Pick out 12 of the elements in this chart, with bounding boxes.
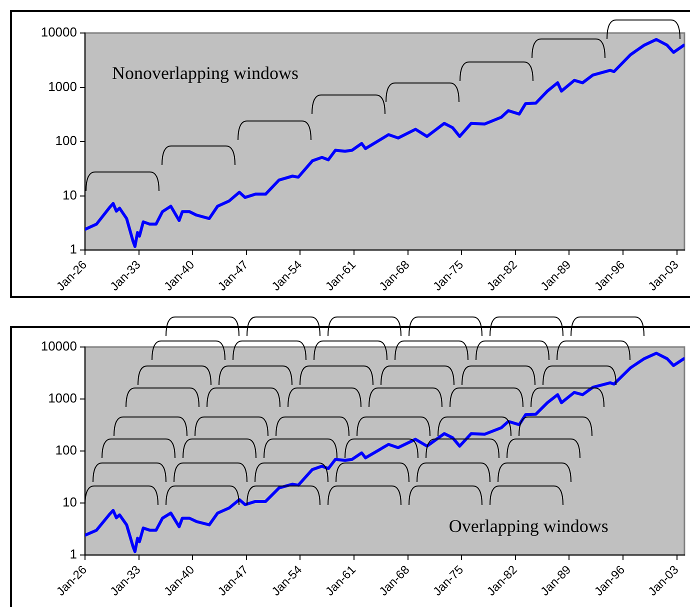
annotation: Overlapping windows (448, 516, 608, 536)
y-tick-label: 10 (62, 494, 77, 510)
y-tick-label: 100 (55, 442, 77, 458)
y-tick-label: 1 (70, 546, 77, 562)
y-tick-label: 1000 (48, 78, 77, 94)
y-tick-label: 1000 (48, 390, 77, 406)
y-tick-label: 10000 (40, 24, 77, 40)
y-tick-label: 10 (62, 187, 77, 202)
y-tick-label: 10000 (40, 338, 77, 354)
annotation: Nonoverlapping windows (112, 62, 298, 83)
y-tick-label: 100 (55, 133, 77, 148)
y-tick-label: 1 (70, 242, 77, 257)
